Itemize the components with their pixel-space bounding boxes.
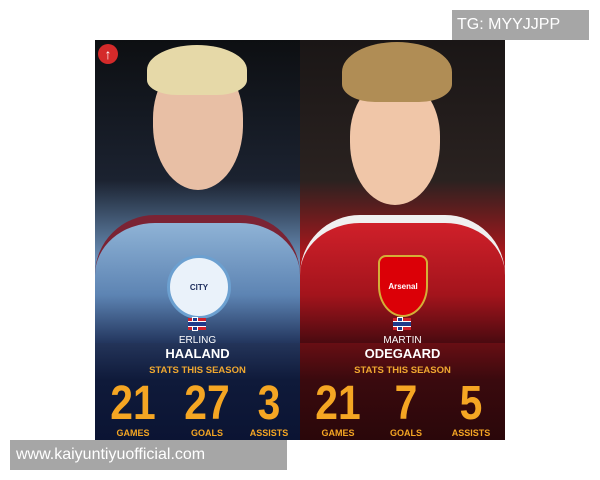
last-name: HAALAND <box>165 346 230 361</box>
watermark-bottom: www.kaiyuntiyuofficial.com <box>10 440 287 470</box>
odegaard-hair <box>342 42 452 102</box>
stat-label: GAMES <box>116 428 150 438</box>
odegaard-panel: Arsenal MARTIN ODEGAARD STATS THIS SEASO… <box>300 40 505 440</box>
player-stats-graphic: CITY ERLING HAALAND STATS THIS SEASON 21… <box>95 40 505 440</box>
arsenal-badge: Arsenal <box>378 255 428 317</box>
stat-label: ASSISTS <box>451 428 491 438</box>
stat-label: GAMES <box>321 428 355 438</box>
stats-title: STATS THIS SEASON <box>354 365 451 376</box>
stats-title: STATS THIS SEASON <box>149 365 246 376</box>
stat-label: GOALS <box>190 428 223 438</box>
stat-value: 27 <box>184 377 230 430</box>
norway-flag-icon <box>393 318 411 330</box>
stat-value: 5 <box>459 377 483 430</box>
stat-assists: 3 ASSISTS <box>243 377 295 439</box>
manchester-city-badge: CITY <box>167 255 231 319</box>
club-name: CITY <box>189 282 209 292</box>
first-name: ERLING <box>178 335 217 346</box>
stat-label: ASSISTS <box>249 428 289 438</box>
stat-games: 21 GAMES <box>308 377 368 439</box>
stat-label: GOALS <box>389 428 422 438</box>
stat-value: 21 <box>110 377 156 430</box>
watermark-top: TG: MYYJJPP <box>452 10 589 40</box>
last-name: ODEGAARD <box>364 346 441 361</box>
stat-games: 21 GAMES <box>103 377 163 439</box>
stat-value: 21 <box>315 377 361 430</box>
haaland-panel: CITY ERLING HAALAND STATS THIS SEASON 21… <box>95 40 300 440</box>
arrow-up-icon[interactable]: ↑ <box>98 44 118 64</box>
first-name: MARTIN <box>383 335 422 346</box>
haaland-hair <box>147 45 247 95</box>
stat-goals: 7 GOALS <box>380 377 432 439</box>
stat-assists: 5 ASSISTS <box>445 377 497 439</box>
stat-value: 7 <box>394 377 418 430</box>
stat-value: 3 <box>257 377 281 430</box>
club-name: Arsenal <box>388 281 418 291</box>
stat-goals: 27 GOALS <box>177 377 237 439</box>
norway-flag-icon <box>188 318 206 330</box>
